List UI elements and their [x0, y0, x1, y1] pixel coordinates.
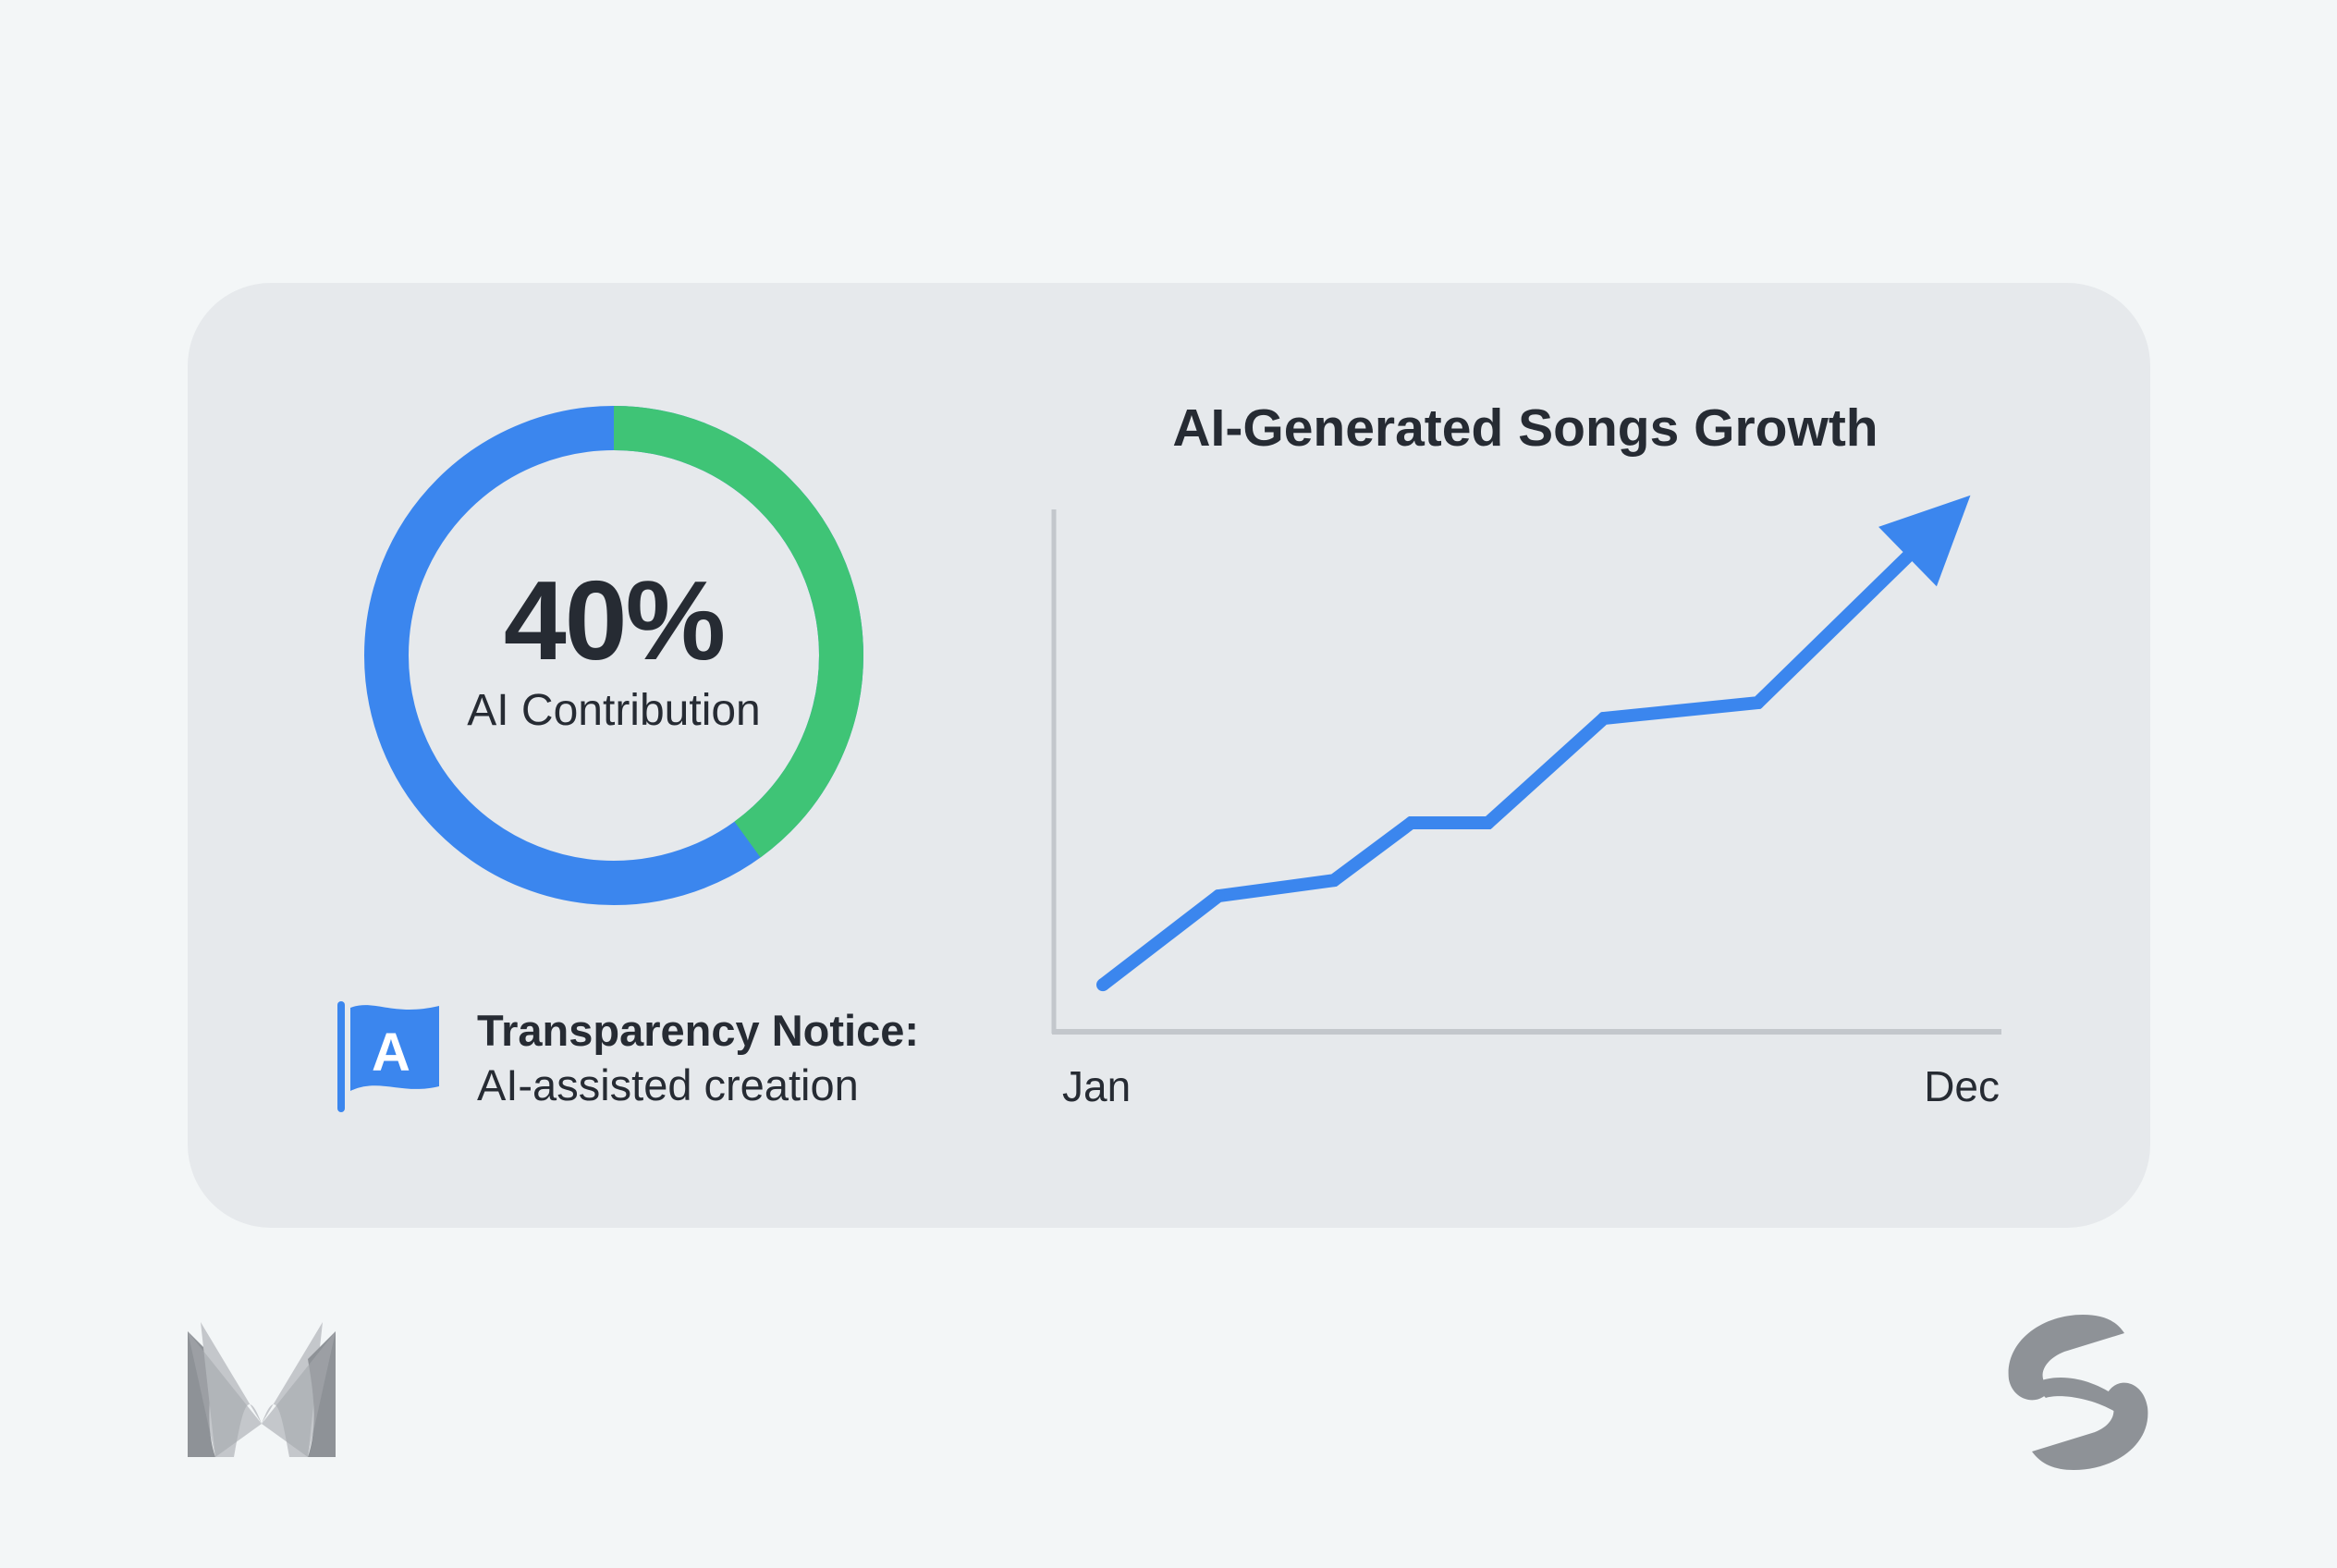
ai-contribution-donut [364, 406, 863, 905]
flag-letter: A [372, 1023, 410, 1083]
data-point [1597, 712, 1610, 725]
data-point [1481, 816, 1495, 829]
x-tick-jan: Jan [1062, 1062, 1132, 1110]
donut-ai-arc [364, 406, 863, 905]
s-logo-icon [2008, 1315, 2148, 1470]
x-tick-dec: Dec [1924, 1062, 2000, 1110]
m-logo-icon [188, 1322, 336, 1457]
ai-contribution-label: AI Contribution [467, 686, 761, 735]
transparency-notice-title: Transparency Notice: [477, 1006, 920, 1055]
series-line [1098, 509, 1955, 990]
data-point [1096, 978, 1109, 992]
arrowhead-icon [1878, 495, 1971, 587]
data-point [1751, 696, 1765, 710]
flag-icon: A [337, 1001, 439, 1112]
data-point [1212, 889, 1226, 903]
data-point [1328, 874, 1341, 888]
data-point [1404, 816, 1418, 829]
chart-title: AI-Generated Songs Growth [1172, 398, 1878, 458]
transparency-notice-subtitle: AI-assisted creation [477, 1060, 859, 1109]
ai-contribution-value: 40% [503, 557, 726, 683]
